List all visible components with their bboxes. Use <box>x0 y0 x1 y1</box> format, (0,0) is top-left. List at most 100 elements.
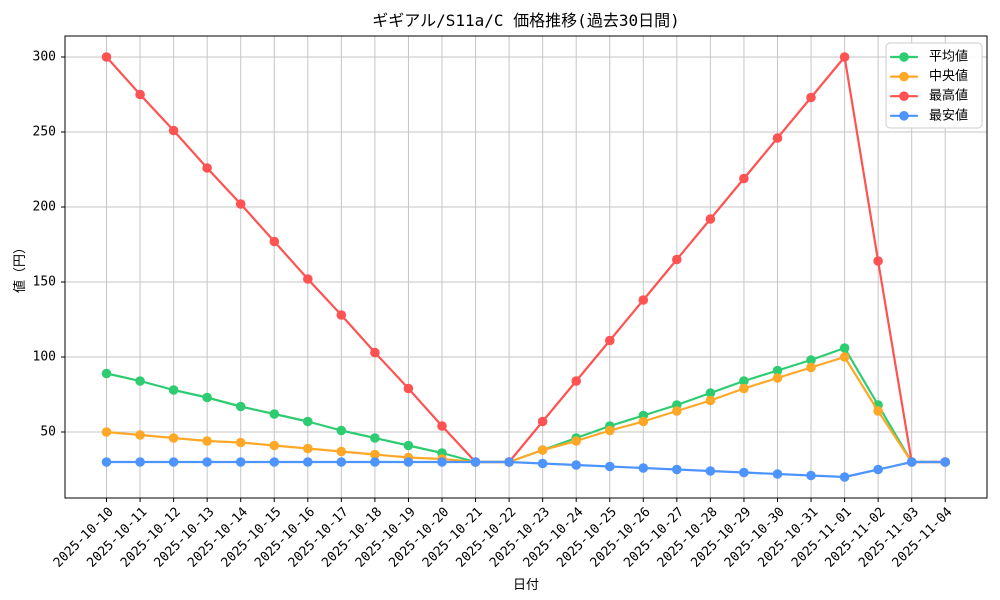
data-point-min <box>638 463 649 473</box>
legend-marker-max <box>899 91 909 101</box>
data-point-max <box>101 52 112 62</box>
data-point-average <box>202 392 212 403</box>
y-tick-label: 200 <box>33 200 56 215</box>
data-point-max <box>437 421 447 431</box>
data-point-median <box>303 443 313 454</box>
data-point-max <box>672 254 682 265</box>
data-point-median <box>705 395 716 406</box>
chart-title: ギギアル/S11a/C 価格推移(過去30日間) <box>372 11 679 30</box>
data-point-max <box>772 133 783 143</box>
series-line-min <box>105 460 947 479</box>
data-point-average <box>806 355 816 365</box>
grid <box>65 36 987 498</box>
data-point-min <box>806 470 816 481</box>
data-point-max <box>269 236 280 247</box>
data-point-max <box>705 214 716 224</box>
series-min <box>101 457 950 482</box>
data-point-max <box>806 92 816 103</box>
legend-label-average: 平均値 <box>929 49 968 65</box>
data-point-average <box>336 425 347 436</box>
legend-label-median: 中央値 <box>929 68 968 84</box>
data-point-min <box>839 472 850 482</box>
data-point-average <box>235 401 246 412</box>
data-point-median <box>772 373 783 383</box>
data-point-max <box>605 335 615 346</box>
y-tick-label: 250 <box>33 125 56 140</box>
data-point-min <box>672 464 682 475</box>
series-line-max <box>105 55 947 464</box>
data-point-median <box>168 433 179 443</box>
data-point-average <box>772 365 783 376</box>
legend-marker-average <box>899 52 909 62</box>
data-point-min <box>470 457 481 467</box>
data-point-min <box>739 467 749 478</box>
data-point-median <box>839 352 850 362</box>
data-point-min <box>873 464 883 475</box>
data-point-min <box>168 457 179 467</box>
data-point-min <box>403 457 414 467</box>
data-point-median <box>135 430 145 440</box>
data-point-average <box>370 433 380 443</box>
data-point-average <box>739 376 749 386</box>
tick-marks <box>61 56 946 502</box>
data-point-average <box>705 388 716 398</box>
legend-item-max: 最高値 <box>889 88 968 104</box>
y-tick-label: 50 <box>40 425 56 440</box>
data-point-min <box>135 457 145 467</box>
data-point-average <box>403 440 414 451</box>
data-point-median <box>638 416 649 427</box>
legend-label-min: 最安値 <box>929 107 968 123</box>
data-point-median <box>235 437 246 448</box>
data-point-min <box>370 457 380 467</box>
legend-item-median: 中央値 <box>889 68 968 84</box>
data-point-max <box>202 163 212 173</box>
data-point-min <box>605 461 615 472</box>
data-point-median <box>336 446 347 457</box>
data-point-max <box>235 199 246 209</box>
x-axis-label: 日付 <box>513 578 539 593</box>
legend-item-min: 最安値 <box>889 107 968 123</box>
data-point-max <box>370 347 380 358</box>
data-point-min <box>705 466 716 476</box>
data-point-max <box>839 52 850 62</box>
data-point-average <box>839 343 850 353</box>
data-point-min <box>101 457 112 467</box>
data-point-max <box>571 376 581 386</box>
data-point-max <box>336 310 347 320</box>
data-point-median <box>101 427 112 437</box>
data-point-median <box>739 383 749 394</box>
data-point-median <box>571 436 581 446</box>
data-point-min <box>940 457 950 467</box>
data-point-median <box>269 440 280 451</box>
data-point-average <box>168 385 179 395</box>
data-point-min <box>571 460 581 470</box>
data-point-median <box>873 406 883 416</box>
data-point-average <box>135 376 145 386</box>
data-point-min <box>537 458 548 469</box>
plot-border <box>64 35 988 499</box>
data-point-min <box>336 457 347 467</box>
data-point-min <box>269 457 280 467</box>
legend-marker-min <box>899 111 909 121</box>
data-point-median <box>202 436 212 446</box>
data-point-min <box>906 457 917 467</box>
data-point-average <box>101 368 112 379</box>
data-point-max <box>303 274 313 284</box>
data-point-median <box>370 449 380 460</box>
y-axis-label: 値（円） <box>12 241 28 293</box>
data-point-min <box>202 457 212 467</box>
data-point-max <box>403 383 414 394</box>
data-point-median <box>672 406 682 416</box>
data-point-max <box>168 125 179 136</box>
data-point-min <box>504 457 514 467</box>
data-point-min <box>437 457 447 467</box>
data-point-min <box>235 457 246 467</box>
data-point-median <box>806 362 816 373</box>
legend-marker-median <box>899 71 909 82</box>
data-point-average <box>303 416 313 427</box>
y-tick-label: 300 <box>33 50 56 65</box>
data-point-min <box>303 457 313 467</box>
